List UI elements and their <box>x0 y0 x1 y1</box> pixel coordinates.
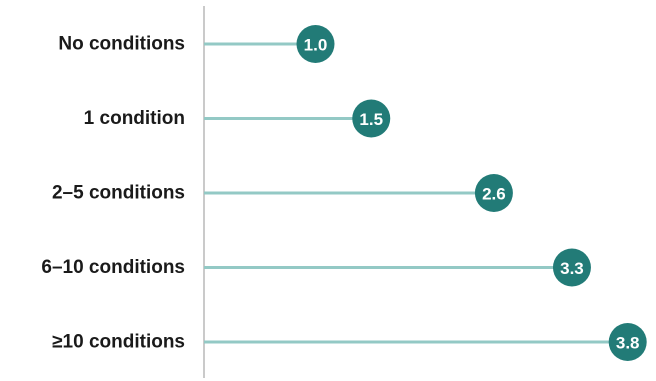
lollipop-marker <box>608 323 647 361</box>
value-label: 2.6 <box>482 185 506 204</box>
plot-area: No conditions 1.0 1 condition 1.5 2–5 condit… <box>41 6 647 378</box>
category-label: 2–5 conditions <box>52 183 185 204</box>
category-label: No conditions <box>58 34 185 55</box>
lollipop-marker <box>352 99 391 138</box>
lollipop-row: 6–10 conditions 3.3 <box>41 248 591 287</box>
value-label: 1.5 <box>359 110 383 129</box>
lollipop-row: 1 condition 1.5 <box>84 99 391 138</box>
lollipop-row: 2–5 conditions 2.6 <box>52 174 513 212</box>
lollipop-row: ≥10 conditions 3.8 <box>52 323 647 361</box>
value-label: 1.0 <box>304 36 328 55</box>
lollipop-marker <box>552 248 591 287</box>
lollipop-marker <box>474 174 513 212</box>
category-label: ≥10 conditions <box>52 332 185 353</box>
value-label: 3.8 <box>616 334 640 353</box>
category-label: 1 condition <box>84 108 185 129</box>
category-label: 6–10 conditions <box>41 257 185 278</box>
lollipop-marker <box>296 25 335 63</box>
value-label: 3.3 <box>560 259 584 278</box>
lollipop-row: No conditions 1.0 <box>58 25 335 63</box>
